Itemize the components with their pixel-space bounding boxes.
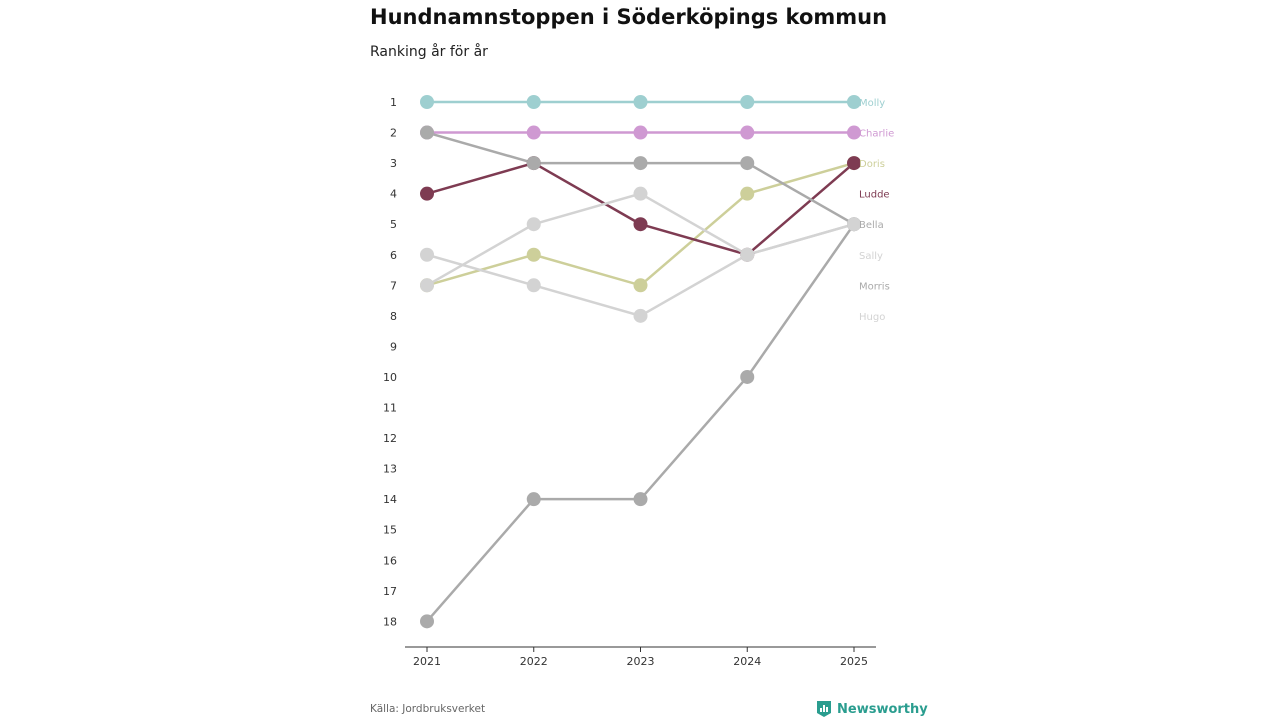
data-point-molly [847, 95, 861, 109]
data-point-hugo [420, 247, 434, 262]
data-point-doris [526, 247, 541, 262]
y-tick-label: 11 [383, 402, 397, 415]
y-tick-label: 7 [390, 279, 397, 292]
data-point-ludde [633, 217, 648, 232]
brand-logo: Newsworthy [816, 700, 928, 718]
data-point-hugo [740, 247, 755, 262]
data-point-hugo [633, 308, 648, 323]
data-point-sally [420, 278, 434, 293]
data-point-morris [526, 492, 541, 507]
data-point-ludde [847, 156, 861, 171]
y-tick-label: 12 [383, 432, 397, 445]
data-point-sally [526, 217, 541, 232]
y-tick-label: 4 [390, 188, 397, 201]
data-point-molly [633, 95, 648, 109]
data-point-morris [420, 614, 434, 629]
data-point-molly [420, 95, 434, 109]
newsworthy-logo-icon [817, 701, 831, 717]
y-tick-label: 3 [390, 157, 397, 170]
series-labels: Molly Charlie Doris Ludde Bella Sally Morris Hu… [859, 98, 894, 323]
data-point-bella [740, 156, 755, 171]
y-tick-label: 15 [383, 524, 397, 537]
y-tick-label: 2 [390, 127, 397, 140]
series-line-sally [426, 192, 855, 287]
y-tick-label: 16 [383, 554, 397, 567]
series-label-ludde: Ludde [859, 190, 890, 201]
data-point-charlie [740, 125, 755, 140]
series-line-bella [426, 131, 855, 226]
y-tick-label: 9 [390, 340, 397, 353]
y-tick-label: 1 [390, 96, 397, 109]
series-line-hugo [426, 222, 855, 318]
y-tick-label: 8 [390, 310, 397, 323]
y-tick-label: 5 [390, 218, 397, 231]
source-note: Källa: Jordbruksverket [370, 703, 486, 715]
data-point-bella [526, 156, 541, 171]
y-tick-label: 13 [383, 463, 397, 476]
series-label-molly: Molly [859, 98, 885, 109]
series-label-charlie: Charlie [859, 129, 894, 140]
series-label-doris: Doris [859, 159, 885, 170]
y-tick-label: 10 [383, 371, 397, 384]
data-point-molly [740, 95, 755, 109]
brand-name: Newsworthy [837, 701, 928, 717]
x-tick-label: 2022 [520, 655, 548, 668]
data-point-charlie [847, 125, 861, 140]
series-label-sally: Sally [859, 251, 883, 262]
data-point-morris [633, 492, 648, 507]
y-tick-label: 6 [390, 249, 397, 262]
data-point-charlie [526, 125, 541, 140]
y-tick-label: 18 [383, 615, 397, 628]
series-label-morris: Morris [859, 281, 890, 292]
data-point-ludde [420, 186, 434, 201]
chart-title: Hundnamnstoppen i Söderköpings kommun [370, 5, 888, 29]
x-axis: 2021 2022 2023 2024 2025 [405, 646, 876, 668]
data-point-sally [633, 186, 648, 201]
data-point-charlie [633, 125, 648, 140]
x-tick-label: 2023 [627, 655, 655, 668]
series-points [420, 95, 861, 629]
data-point-hugo [847, 217, 861, 232]
chart-subtitle: Ranking år för år [370, 44, 488, 60]
data-point-hugo [526, 278, 541, 293]
series-label-hugo: Hugo [859, 312, 885, 323]
y-tick-label: 14 [383, 493, 397, 506]
series-lines [426, 100, 856, 623]
series-label-bella: Bella [859, 220, 884, 231]
data-point-bella [633, 156, 648, 171]
data-point-morris [740, 369, 755, 384]
y-tick-label: 17 [383, 585, 397, 598]
series-line-ludde [426, 161, 855, 256]
data-point-molly [526, 95, 541, 109]
data-point-doris [740, 186, 755, 201]
x-tick-label: 2021 [413, 655, 441, 668]
x-tick-label: 2024 [733, 655, 761, 668]
data-point-bella [420, 125, 434, 140]
x-tick-label: 2025 [840, 655, 868, 668]
data-point-doris [633, 278, 648, 293]
